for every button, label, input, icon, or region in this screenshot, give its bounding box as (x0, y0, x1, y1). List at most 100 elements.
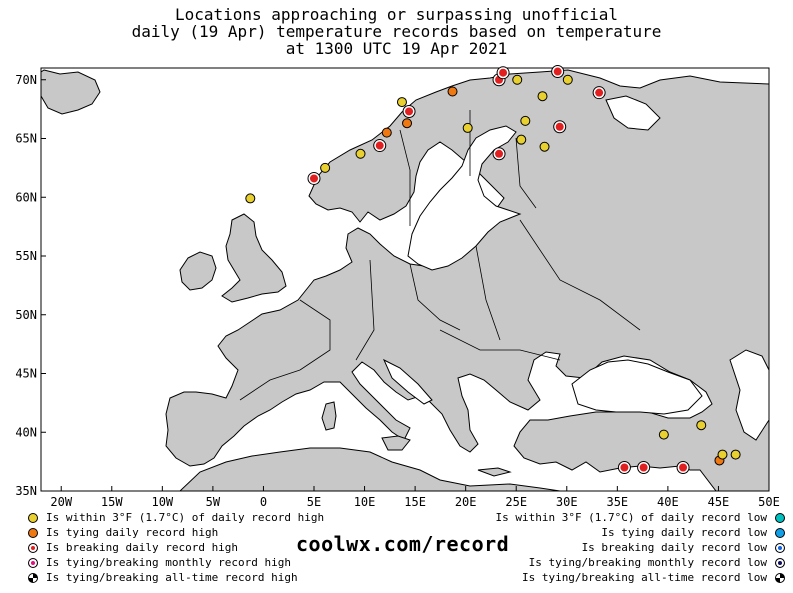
station-marker-yellow (539, 141, 550, 152)
lon-label: 30E (556, 495, 578, 509)
title-line-2: daily (19 Apr) temperature records based… (131, 22, 662, 41)
adriatic-sea (382, 358, 433, 405)
legend-item: Is breaking daily record low (495, 540, 785, 555)
legend-label: Is within 3°F (1.7°C) of daily record hi… (46, 511, 325, 524)
legend-item: Is tying daily record high (28, 525, 324, 540)
ireland (179, 251, 217, 291)
checker-dot-icon (775, 572, 785, 583)
station-marker-core (375, 141, 384, 150)
sardinia (321, 401, 337, 431)
station-marker-core (679, 463, 688, 472)
crete (477, 467, 512, 477)
orange-dot-icon (28, 527, 38, 538)
map-frame (40, 67, 770, 492)
legend-item: Is tying daily record low (495, 525, 785, 540)
legend-label: Is breaking daily record high (46, 541, 239, 554)
lon-label: 15W (101, 495, 123, 509)
lon-label: 50E (758, 495, 780, 509)
lon-label: 20E (455, 495, 477, 509)
lat-label: 60N (15, 190, 37, 204)
inland-water (382, 95, 769, 441)
station-marker-yellow (717, 449, 728, 460)
lat-label: 65N (15, 132, 37, 146)
legend-high: Is within 3°F (1.7°C) of daily record hi… (28, 510, 324, 585)
station-marker-yellow (696, 420, 707, 431)
map-title: Locations approaching or surpassing unof… (0, 6, 793, 57)
lon-label: 40E (657, 495, 679, 509)
station-marker-core (639, 463, 648, 472)
station-marker-core (310, 174, 318, 183)
lat-label: 40N (15, 425, 37, 439)
station-marker-yellow (562, 74, 573, 85)
yellow-dot-icon (28, 512, 38, 523)
darkblue-dot-icon (775, 557, 785, 568)
lon-label: 25E (505, 495, 527, 509)
lon-label: 35E (606, 495, 628, 509)
longitude-labels: 20W 15W 10W 5W 0 5E 10E 15E 20E 25E 30E 35E 40E 45E 50… (50, 495, 779, 509)
blue-dot-icon (775, 542, 785, 553)
country-borders (239, 110, 641, 401)
station-marker-core (495, 149, 504, 158)
station-marker-yellow (520, 115, 531, 126)
legend-item: Is within 3°F (1.7°C) of daily record hi… (28, 510, 324, 525)
baltic-sea (407, 125, 522, 271)
mainland-europe (165, 69, 769, 491)
black-sea (571, 359, 703, 415)
lat-label: 35N (15, 484, 37, 498)
station-marker-orange (447, 86, 458, 97)
station-marker-yellow (245, 193, 256, 204)
legend-label: Is tying daily record low (601, 526, 767, 539)
station-marker-core (555, 122, 564, 131)
lon-label: 0 (260, 495, 267, 509)
brand-url: coolwx.com/record (296, 532, 510, 556)
station-marker-yellow (537, 91, 548, 102)
station-marker-yellow (462, 122, 473, 133)
caspian-sea (729, 349, 769, 441)
great-britain (221, 213, 287, 303)
legend-item: Is within 3°F (1.7°C) of daily record lo… (495, 510, 785, 525)
legend-label: Is breaking daily record low (581, 541, 767, 554)
station-marker-yellow (512, 74, 523, 85)
lat-label: 45N (15, 367, 37, 381)
station-marker-yellow (320, 162, 331, 173)
legend-label: Is tying/breaking monthly record high (46, 556, 292, 569)
legend-item: Is tying/breaking all-time record high (28, 570, 324, 585)
lon-label: 5W (206, 495, 221, 509)
legend-label: Is within 3°F (1.7°C) of daily record lo… (495, 511, 767, 524)
station-marker-yellow (396, 97, 407, 108)
north-africa (179, 447, 561, 491)
legend-label: Is tying/breaking all-time record high (46, 571, 298, 584)
iceland (41, 69, 101, 115)
red-dot-icon (28, 542, 38, 553)
lat-label: 70N (15, 73, 37, 87)
latitude-labels: 70N 65N 60N 55N 50N 45N 40N 35N (15, 73, 37, 498)
legend-item: Is breaking daily record high (28, 540, 324, 555)
station-marker-yellow (730, 449, 741, 460)
station-marker-core (553, 67, 562, 76)
checker-dot-icon (28, 572, 38, 583)
station-marker-orange (402, 118, 413, 129)
lat-label: 50N (15, 308, 37, 322)
legend-item: Is tying/breaking monthly record low (495, 555, 785, 570)
magenta-dot-icon (28, 557, 38, 568)
lon-label: 20W (50, 495, 72, 509)
legend-label: Is tying/breaking all-time record low (521, 571, 767, 584)
legend-label: Is tying/breaking monthly record low (528, 556, 767, 569)
station-marker-orange (381, 127, 392, 138)
station-marker-yellow (355, 148, 366, 159)
title-line-3: at 1300 UTC 19 Apr 2021 (285, 39, 508, 58)
station-marker-core (620, 463, 629, 472)
title-line-1: Locations approaching or surpassing unof… (174, 5, 619, 24)
land-masses (41, 69, 769, 491)
lat-label: 55N (15, 249, 37, 263)
legend-item: Is tying/breaking monthly record high (28, 555, 324, 570)
lightblue-dot-icon (775, 527, 785, 538)
station-marker-core (405, 107, 414, 116)
station-marker-core (499, 68, 508, 77)
lon-label: 15E (404, 495, 426, 509)
cyan-dot-icon (775, 512, 785, 523)
legend-low: Is within 3°F (1.7°C) of daily record lo… (495, 510, 785, 585)
map-layers (41, 68, 769, 491)
lon-label: 10W (151, 495, 173, 509)
